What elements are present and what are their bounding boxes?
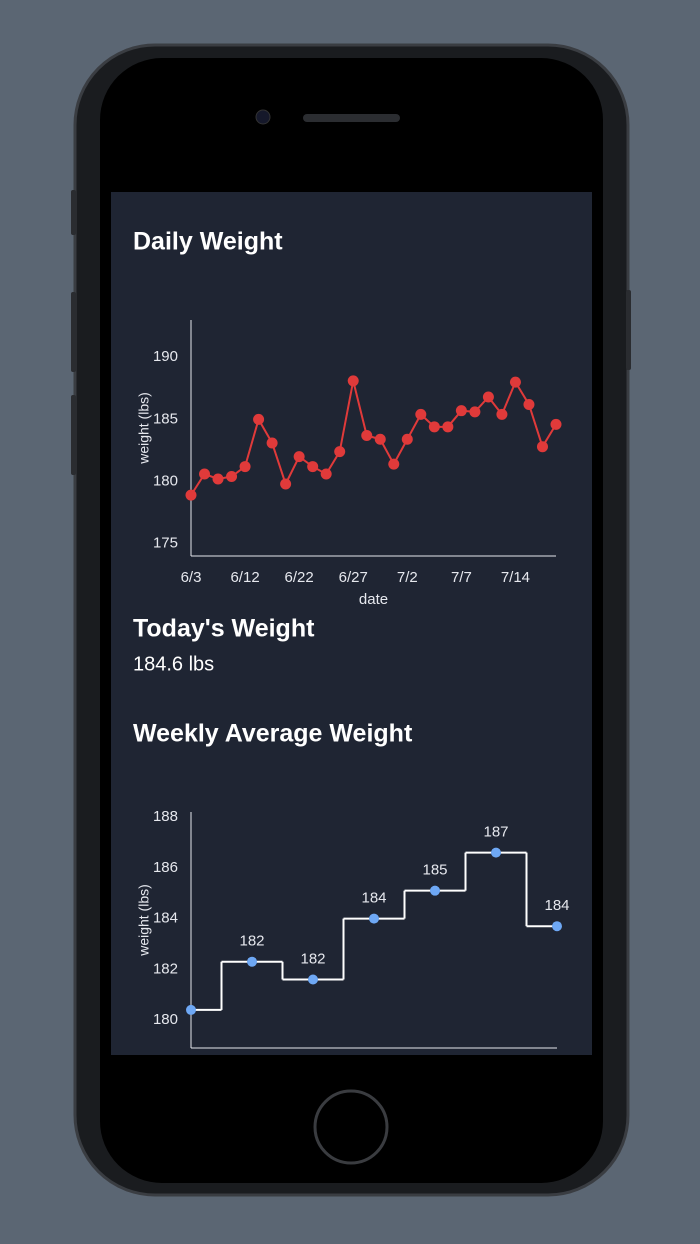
data-point bbox=[199, 468, 211, 480]
camera bbox=[255, 109, 271, 125]
y-tick-label: 186 bbox=[153, 859, 178, 876]
y-tick-label: 180 bbox=[153, 1011, 178, 1028]
data-point bbox=[212, 473, 224, 485]
x-tick-label: 7/7 bbox=[451, 569, 472, 586]
data-point bbox=[388, 458, 400, 470]
data-point bbox=[226, 471, 238, 483]
data-point bbox=[374, 433, 386, 445]
data-point bbox=[552, 921, 562, 932]
data-point bbox=[280, 478, 292, 490]
data-point bbox=[428, 421, 440, 433]
data-point bbox=[469, 406, 481, 418]
data-point bbox=[550, 418, 562, 430]
data-point bbox=[369, 913, 379, 924]
data-point bbox=[361, 430, 373, 442]
data-point bbox=[307, 461, 319, 473]
x-tick-label: 6/27 bbox=[339, 569, 368, 586]
x-axis-label: date bbox=[359, 591, 388, 608]
y-axis-label: weight (lbs) bbox=[136, 392, 152, 465]
data-point bbox=[239, 461, 251, 473]
data-point bbox=[491, 847, 501, 858]
data-label: 184 bbox=[361, 890, 386, 907]
y-tick-label: 175 bbox=[153, 535, 178, 552]
data-point bbox=[308, 974, 318, 985]
home-button[interactable] bbox=[313, 1089, 389, 1165]
data-label: 182 bbox=[300, 950, 325, 967]
data-point bbox=[455, 405, 467, 417]
x-tick-label: 7/2 bbox=[397, 569, 418, 586]
speaker bbox=[303, 114, 400, 122]
side-button bbox=[71, 395, 76, 475]
data-label: 184 bbox=[544, 897, 569, 914]
section-title: Today's Weight bbox=[133, 615, 315, 643]
x-tick-label: 6/12 bbox=[230, 569, 259, 586]
data-point bbox=[509, 376, 521, 388]
data-point bbox=[536, 441, 548, 453]
y-tick-label: 190 bbox=[153, 348, 178, 365]
y-tick-label: 180 bbox=[153, 472, 178, 489]
x-tick-label: 6/22 bbox=[285, 569, 314, 586]
data-point bbox=[523, 398, 535, 410]
data-point bbox=[347, 375, 359, 387]
data-line bbox=[190, 379, 557, 496]
y-axis-label: weight (lbs) bbox=[136, 884, 152, 957]
data-point bbox=[293, 451, 305, 463]
data-point bbox=[185, 489, 197, 501]
data-point bbox=[266, 437, 278, 449]
data-label: 182 bbox=[239, 933, 264, 950]
side-button bbox=[71, 190, 76, 235]
data-point bbox=[253, 413, 265, 425]
data-point bbox=[482, 391, 494, 403]
chart-title: Weekly Average Weight bbox=[133, 720, 413, 748]
data-label: 185 bbox=[422, 862, 447, 879]
chart-title: Daily Weight bbox=[133, 228, 283, 256]
x-tick-label: 6/3 bbox=[181, 569, 202, 586]
x-tick-label: 7/14 bbox=[501, 569, 530, 586]
y-tick-label: 185 bbox=[153, 410, 178, 427]
data-label: 187 bbox=[483, 824, 508, 841]
data-point bbox=[430, 885, 440, 896]
y-tick-label: 188 bbox=[153, 808, 178, 825]
data-point bbox=[186, 1004, 196, 1015]
data-point bbox=[496, 408, 508, 420]
today-weight: 184.6 lbs bbox=[133, 653, 214, 675]
side-button bbox=[626, 290, 631, 370]
y-tick-label: 184 bbox=[153, 910, 178, 927]
data-point bbox=[334, 446, 346, 458]
charts: 175 180 185 190 6/3 6/12 6/22 6/27 7/2 7/7 7/14 dat… bbox=[136, 320, 570, 1049]
data-point bbox=[320, 468, 332, 480]
data-point bbox=[247, 956, 257, 967]
data-point bbox=[442, 421, 454, 433]
data-point bbox=[401, 433, 413, 445]
y-tick-label: 182 bbox=[153, 960, 178, 977]
data-point bbox=[415, 408, 427, 420]
side-button bbox=[71, 292, 76, 372]
